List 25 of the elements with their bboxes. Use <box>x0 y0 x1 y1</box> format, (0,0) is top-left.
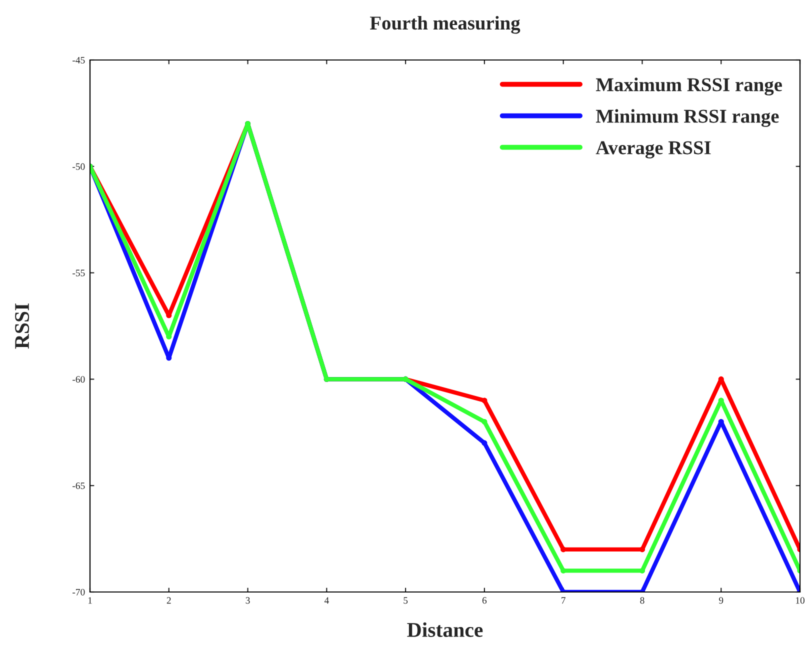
x-tick-label: 9 <box>718 597 724 604</box>
x-tick-label: 1 <box>88 597 92 604</box>
legend-label: Minimum RSSI range <box>596 109 779 127</box>
chart-title: Fourth measuring <box>370 16 520 34</box>
legend-label: Maximum RSSI range <box>596 78 782 96</box>
y-tick-label: -60 <box>72 376 85 383</box>
y-tick-label: -70 <box>72 588 85 596</box>
x-axis-title: Distance <box>407 622 483 638</box>
x-tick-label: 8 <box>640 597 644 604</box>
x-tick-label: 2 <box>166 597 171 604</box>
legend-label: Average RSSI <box>596 141 711 158</box>
y-tick-label: -45 <box>72 56 85 64</box>
x-tick-label: 4 <box>324 597 329 604</box>
y-tick-label: -65 <box>72 482 85 490</box>
x-tick-label: 6 <box>482 597 487 604</box>
x-tick-label: 3 <box>246 597 250 604</box>
point <box>482 418 488 425</box>
point <box>482 440 488 446</box>
point <box>482 398 488 404</box>
y-tick-label: -55 <box>72 270 85 276</box>
y-tick-label: -50 <box>72 163 85 170</box>
x-tick-label: 10 <box>796 597 804 604</box>
y-axis-title: RSSI <box>15 304 30 349</box>
x-tick-label: 5 <box>404 597 408 604</box>
x-tick-label: 7 <box>562 597 566 604</box>
